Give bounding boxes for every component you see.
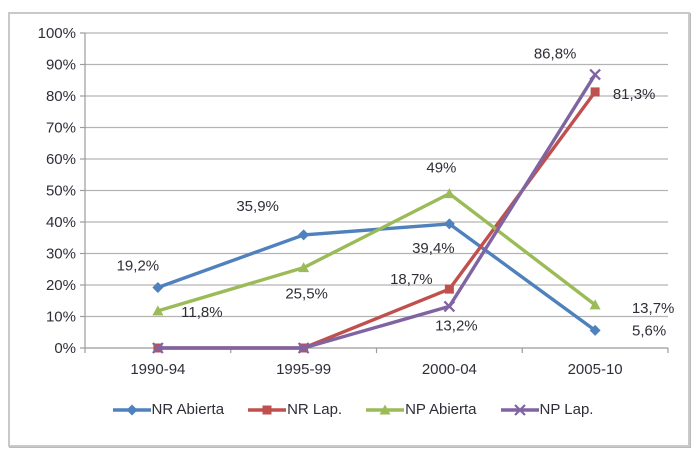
legend-swatch-np-lap <box>500 403 539 416</box>
legend-marker-diamond <box>126 404 138 415</box>
data-point-marker <box>298 262 310 273</box>
legend-swatch-nr-abierta <box>112 404 151 415</box>
data-point-marker <box>443 300 456 313</box>
data-point-marker <box>590 87 600 97</box>
y-axis-tick-label: 10% <box>46 309 76 326</box>
chart-frame <box>8 12 690 447</box>
x-axis-category-label: 2000-04 <box>422 361 477 378</box>
x-axis-category-label: 2005-10 <box>568 361 623 378</box>
data-point-marker <box>298 229 310 241</box>
y-axis-tick-label: 90% <box>46 57 76 74</box>
data-point-marker <box>297 342 310 354</box>
legend-label-nr-abierta: NR Abierta <box>151 401 225 418</box>
series-line-nr-abierta <box>157 222 597 332</box>
legend-swatch-nr-lap <box>248 405 287 414</box>
y-axis-tick-label: 100% <box>38 25 76 42</box>
x-axis-category-label: 1990-94 <box>130 361 185 378</box>
y-axis-tick-label: 0% <box>54 340 76 357</box>
data-point-marker <box>589 68 601 81</box>
data-label: 49% <box>426 160 456 177</box>
legend-marker-square <box>262 405 272 414</box>
legend-label-np-abierta: NP Abierta <box>405 401 477 418</box>
legend-swatch-np-abierta <box>366 404 405 414</box>
data-label: 35,9% <box>236 198 279 215</box>
legend-item-nr-lap: NR Lap. <box>248 401 342 418</box>
data-label: 18,7% <box>390 271 433 288</box>
legend-label-np-lap: NP Lap. <box>539 401 594 418</box>
series-line-np-abierta <box>157 191 597 313</box>
y-axis-tick-label: 60% <box>46 151 76 168</box>
data-point-marker <box>589 299 601 310</box>
series-line-nr-lap- <box>157 90 597 350</box>
y-axis-tick-label: 50% <box>46 183 76 200</box>
data-point-marker <box>443 218 455 230</box>
data-point-marker <box>152 305 164 316</box>
y-axis-tick-label: 80% <box>46 88 76 105</box>
data-point-marker <box>443 188 455 199</box>
data-label: 81,3% <box>613 86 656 103</box>
data-label: 13,2% <box>435 317 478 334</box>
data-label: 5,6% <box>632 322 666 339</box>
data-label: 86,8% <box>534 46 577 63</box>
y-axis-tick-label: 20% <box>46 277 76 294</box>
y-axis-tick-label: 40% <box>46 214 76 231</box>
data-point-marker <box>152 282 164 294</box>
y-axis-tick-label: 30% <box>46 246 76 263</box>
data-label: 19,2% <box>117 258 160 275</box>
data-point-marker <box>589 324 601 336</box>
x-axis-category-label: 1995-99 <box>276 361 331 378</box>
legend-marker-triangle <box>379 404 391 414</box>
data-label: 39,4% <box>412 240 455 257</box>
y-axis-tick-label: 70% <box>46 120 76 137</box>
legend-label-nr-lap: NR Lap. <box>287 401 343 418</box>
data-point-marker <box>444 284 454 294</box>
data-point-marker <box>152 342 164 354</box>
legend-item-np-lap: NP Lap. <box>500 401 594 418</box>
series-line-np-lap- <box>157 73 597 350</box>
chart-legend: NR Abierta NR Lap. NP Abierta NP Lap. <box>30 401 676 418</box>
legend-marker-x <box>513 403 526 416</box>
data-label: 25,5% <box>285 286 328 303</box>
data-label: 11,8% <box>181 304 222 321</box>
data-label: 13,7% <box>632 300 675 317</box>
legend-item-np-abierta: NP Abierta <box>366 401 477 418</box>
legend-item-nr-abierta: NR Abierta <box>112 401 225 418</box>
